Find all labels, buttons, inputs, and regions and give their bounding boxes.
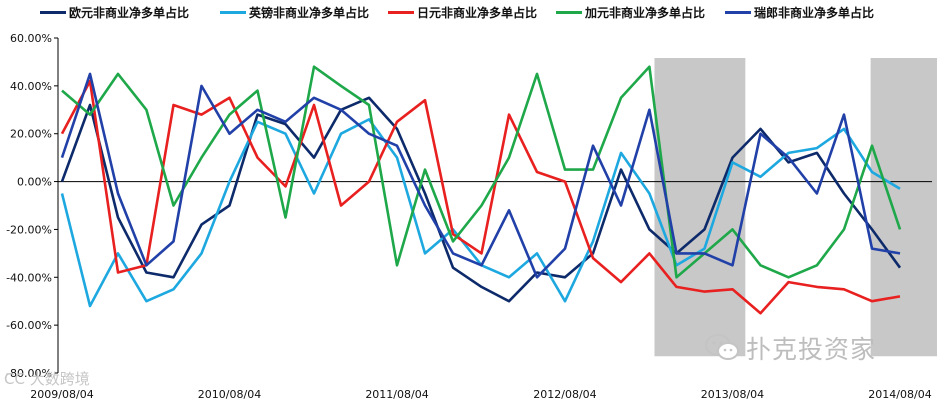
- corner-mark: CC 大数跨境: [4, 370, 90, 388]
- y-tick-label: 60.00%: [10, 32, 52, 45]
- legend-item-2: 日元非商业净多单占比: [388, 2, 537, 22]
- legend-item-4: 瑞郎非商业净多单占比: [725, 2, 874, 22]
- legend-item-3: 加元非商业净多单占比: [556, 2, 705, 22]
- x-tick-label: 2013/08/04: [701, 388, 764, 401]
- legend-item-0: 欧元非商业净多单占比: [40, 2, 189, 22]
- legend-swatch: [556, 10, 582, 14]
- legend: 欧元非商业净多单占比 英镑非商业净多单占比 日元非商业净多单占比 加元非商业净多单占比…: [0, 2, 945, 22]
- x-tick-label: 2014/08/04: [868, 388, 931, 401]
- legend-swatch: [40, 10, 66, 14]
- y-tick-label: 20.00%: [10, 128, 52, 141]
- y-tick-label: -40.00%: [6, 271, 52, 284]
- watermark: 扑克投资家: [704, 330, 876, 366]
- y-tick-label: 40.00%: [10, 80, 52, 93]
- x-tick-label: 2010/08/04: [198, 388, 261, 401]
- legend-label: 英镑非商业净多单占比: [249, 5, 370, 20]
- legend-swatch: [388, 10, 414, 14]
- legend-label: 加元非商业净多单占比: [585, 5, 706, 20]
- shaded-period-0: [654, 58, 746, 357]
- series-line-4: [60, 72, 901, 279]
- wechat-icon: [705, 334, 739, 360]
- axes: 60.00% 40.00% 20.00% 0.00% -20.00% -40.00% -60…: [6, 32, 932, 401]
- shaded-period-1: [870, 58, 937, 357]
- series-lines: [60, 65, 902, 315]
- legend-label: 日元非商业净多单占比: [417, 5, 538, 20]
- legend-label: 欧元非商业净多单占比: [69, 5, 190, 20]
- shaded-periods: [654, 58, 937, 357]
- y-tick-label: -80.00%: [6, 367, 52, 380]
- legend-swatch: [725, 10, 751, 14]
- x-tick-label: 2011/08/04: [365, 388, 428, 401]
- x-tick-label: 2009/08/04: [30, 388, 93, 401]
- legend-item-1: 英镑非商业净多单占比: [220, 2, 369, 22]
- y-tick-label: -20.00%: [6, 223, 52, 236]
- x-tick-label: 2012/08/04: [533, 388, 596, 401]
- series-line-3: [61, 65, 902, 279]
- series-line-0: [60, 96, 902, 303]
- legend-swatch: [220, 10, 246, 14]
- watermark-text: 扑克投资家: [746, 335, 877, 364]
- series-line-2: [60, 79, 901, 315]
- y-tick-label: -60.00%: [6, 319, 52, 332]
- legend-label: 瑞郎非商业净多单占比: [754, 5, 875, 20]
- y-tick-label: 0.00%: [17, 176, 52, 189]
